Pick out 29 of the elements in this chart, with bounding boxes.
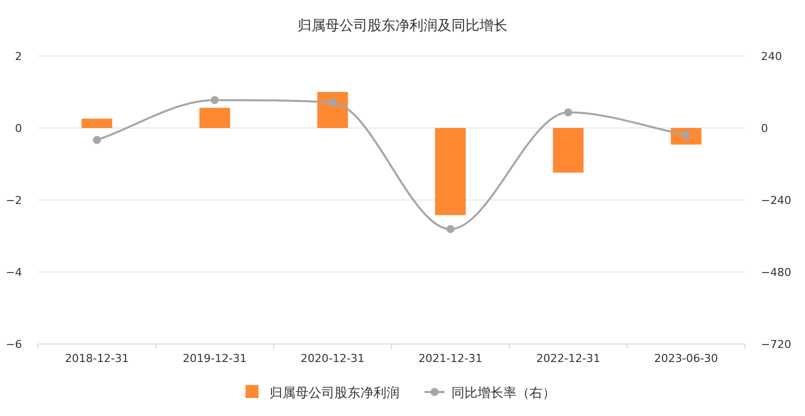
y2-tick-label: 0: [761, 122, 768, 135]
bar: [552, 128, 584, 173]
y-tick-label: 2: [15, 50, 22, 63]
x-tick-label: 2023-06-30: [654, 352, 718, 365]
legend-label: 归属母公司股东净利润: [270, 386, 400, 401]
point: [210, 96, 219, 104]
legend-label: 同比增长率（右）: [452, 385, 556, 401]
bar: [82, 118, 112, 128]
x-tick-label: 2021-12-31: [418, 352, 482, 365]
y-tick-label: −4: [6, 266, 22, 279]
y2-tick-label: −240: [761, 194, 792, 207]
x-tick-label: 2019-12-31: [182, 352, 247, 365]
point: [328, 98, 337, 106]
y-tick-label: 0: [15, 122, 22, 135]
point: [564, 108, 572, 116]
y2-tick-label: −720: [761, 338, 792, 351]
chart-title: 归属母公司股东净利润及同比增长: [298, 18, 508, 34]
x-tick-label: 2020-12-31: [300, 352, 365, 365]
y-tick-label: −6: [6, 338, 22, 351]
x-tick-label: 2018-12-31: [64, 352, 129, 365]
bar: [435, 128, 466, 216]
y2-tick-label: 240: [761, 50, 782, 63]
y2-tick-label: −480: [761, 266, 792, 279]
bar: [199, 108, 230, 128]
bar: [317, 92, 348, 128]
point: [446, 225, 454, 234]
point: [92, 136, 101, 144]
y-tick-label: −2: [6, 194, 22, 207]
x-tick-label: 2022-12-31: [536, 352, 600, 365]
